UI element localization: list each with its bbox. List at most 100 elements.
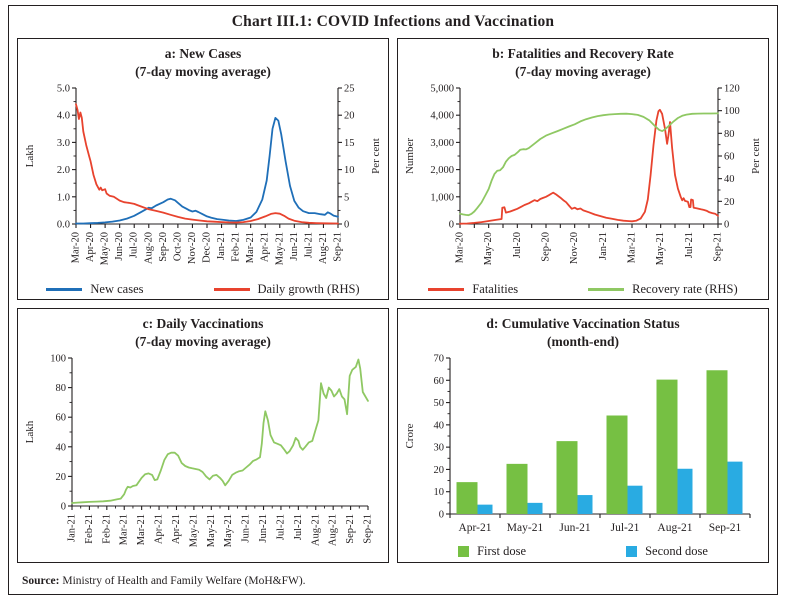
daily-vaccinations-chart: 0 20 40 60 80 100 Lakh Jan-21 Feb-21 Feb-21 Mar-21… <box>24 354 374 548</box>
svg-text:0: 0 <box>724 220 729 231</box>
svg-text:Jul-20: Jul-20 <box>129 232 140 258</box>
svg-text:Jul-21: Jul-21 <box>293 514 304 540</box>
daily-growth-line-swatch <box>213 287 250 291</box>
chart-frame: Chart III.1: COVID Infections and Vaccin… <box>8 5 778 595</box>
svg-text:Jun-21: Jun-21 <box>258 514 269 543</box>
svg-text:2.0: 2.0 <box>57 165 70 176</box>
svg-text:Lakh: Lakh <box>24 420 36 443</box>
svg-text:Aug-20: Aug-20 <box>143 232 154 264</box>
source-note: Source: Ministry of Health and Family We… <box>22 575 306 587</box>
svg-text:60: 60 <box>56 413 67 424</box>
svg-text:May-21: May-21 <box>274 232 285 265</box>
svg-text:Oct-20: Oct-20 <box>172 232 183 261</box>
panel-daily-vaccinations: c: Daily Vaccinations (7-day moving aver… <box>17 308 389 563</box>
svg-text:Apr-21: Apr-21 <box>459 522 492 534</box>
svg-text:Apr-20: Apr-20 <box>85 232 96 262</box>
new-cases-line-swatch <box>46 287 83 291</box>
source-text: Ministry of Health and Family Welfare (M… <box>59 575 306 587</box>
source-label: Source: <box>22 575 60 587</box>
svg-text:Feb-21: Feb-21 <box>231 232 242 262</box>
panel-fatalities-recovery: b: Fatalities and Recovery Rate (7-day m… <box>397 38 769 300</box>
svg-text:5,000: 5,000 <box>430 84 454 95</box>
legend-item: Second dose <box>626 544 708 559</box>
svg-text:Aug-21: Aug-21 <box>310 514 321 546</box>
svg-text:100: 100 <box>724 106 740 117</box>
svg-text:Jul-21: Jul-21 <box>684 232 695 258</box>
panel-title-line2: (7-day moving average) <box>135 63 271 79</box>
legend-item: Fatalities <box>428 282 518 297</box>
fatalities-recovery-chart: 0 1,000 2,000 3,000 4,000 5,000 Number 0 20 40 60 8… <box>404 84 762 266</box>
svg-text:25: 25 <box>344 84 355 95</box>
legend-item: Daily growth (RHS) <box>213 282 360 297</box>
svg-text:0.0: 0.0 <box>57 220 70 231</box>
svg-text:Mar-21: Mar-21 <box>136 514 147 545</box>
svg-text:Mar-20: Mar-20 <box>71 232 82 263</box>
svg-text:0: 0 <box>344 220 349 231</box>
svg-text:50: 50 <box>434 398 445 409</box>
svg-text:3,000: 3,000 <box>430 138 454 149</box>
svg-text:0: 0 <box>61 502 66 513</box>
svg-text:Jul-21: Jul-21 <box>303 232 314 258</box>
svg-text:120: 120 <box>724 84 740 95</box>
cumulative-vaccination-chart: 0 10 20 30 40 50 60 70 Crore Apr-21 May-21 Jun-21 Ju… <box>404 354 751 534</box>
svg-text:40: 40 <box>724 174 735 185</box>
svg-text:Jun-21: Jun-21 <box>559 522 591 534</box>
svg-text:Jan-21: Jan-21 <box>67 514 78 542</box>
svg-text:Dec-20: Dec-20 <box>202 232 213 263</box>
svg-text:30: 30 <box>434 443 445 454</box>
panel-title: b: Fatalities and Recovery Rate (7-day m… <box>398 39 768 80</box>
legend-item: Recovery rate (RHS) <box>588 282 738 297</box>
svg-text:10: 10 <box>344 165 355 176</box>
second-dose-swatch <box>626 545 638 557</box>
svg-text:4.0: 4.0 <box>57 111 70 122</box>
svg-text:Feb-21: Feb-21 <box>101 514 112 544</box>
svg-text:Jan-21: Jan-21 <box>216 232 227 260</box>
svg-text:Sep-21: Sep-21 <box>333 232 344 262</box>
svg-text:Number: Number <box>404 138 416 174</box>
panels-grid: a: New Cases (7-day moving average) 0.0 1… <box>17 38 769 563</box>
svg-text:Per cent: Per cent <box>750 138 762 174</box>
svg-text:20: 20 <box>344 111 355 122</box>
svg-text:Aug-21: Aug-21 <box>657 522 692 534</box>
svg-text:Lakh: Lakh <box>24 144 36 167</box>
svg-text:May-21: May-21 <box>655 232 666 265</box>
svg-text:Mar-21: Mar-21 <box>627 232 638 263</box>
fatalities-line-swatch <box>428 287 465 291</box>
svg-text:May-21: May-21 <box>507 522 544 534</box>
panel-title-line1: a: New Cases <box>164 46 242 61</box>
svg-text:70: 70 <box>434 354 445 365</box>
svg-text:Apr-21: Apr-21 <box>154 514 165 544</box>
legend-item: First dose <box>458 544 526 559</box>
svg-text:3.0: 3.0 <box>57 138 70 149</box>
svg-text:Mar-20: Mar-20 <box>455 232 466 263</box>
svg-text:Sep-21: Sep-21 <box>713 232 724 262</box>
svg-text:40: 40 <box>434 420 445 431</box>
legend-label: Second dose <box>645 543 708 558</box>
legend: First dose Second dose <box>398 540 768 562</box>
svg-text:0: 0 <box>439 510 444 521</box>
svg-text:Sep-20: Sep-20 <box>158 232 169 262</box>
svg-text:Apr-21: Apr-21 <box>171 514 182 544</box>
svg-text:5: 5 <box>344 192 349 203</box>
panel-title: d: Cumulative Vaccination Status (month-… <box>398 309 768 350</box>
panel-title-line1: b: Fatalities and Recovery Rate <box>492 46 674 61</box>
panel-new-cases: a: New Cases (7-day moving average) 0.0 1… <box>17 38 389 300</box>
svg-text:1,000: 1,000 <box>430 192 454 203</box>
svg-text:May-21: May-21 <box>223 514 234 547</box>
first-dose-swatch <box>458 545 470 557</box>
svg-text:15: 15 <box>344 138 355 149</box>
svg-text:20: 20 <box>56 472 67 483</box>
svg-text:Jul-21: Jul-21 <box>611 522 640 534</box>
svg-text:40: 40 <box>56 442 67 453</box>
svg-text:Per cent: Per cent <box>370 138 382 174</box>
new-cases-chart: 0.0 1.0 2.0 3.0 4.0 5.0 Lakh 0 5 10 15 20 25 Per cent… <box>24 84 382 266</box>
svg-text:60: 60 <box>434 376 445 387</box>
svg-text:100: 100 <box>50 354 66 365</box>
svg-text:Crore: Crore <box>404 423 416 448</box>
svg-text:Jun-20: Jun-20 <box>114 232 125 261</box>
svg-text:May-20: May-20 <box>483 232 494 265</box>
svg-text:Nov-20: Nov-20 <box>569 232 580 264</box>
svg-text:80: 80 <box>56 383 67 394</box>
svg-text:May-21: May-21 <box>188 514 199 547</box>
svg-text:2,000: 2,000 <box>430 165 454 176</box>
